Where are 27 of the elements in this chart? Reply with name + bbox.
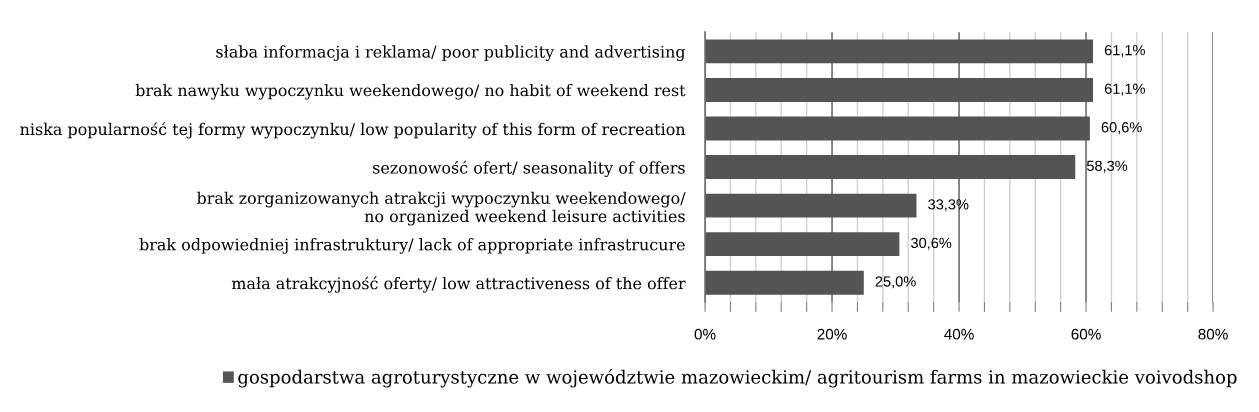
x-tick-label: 20% <box>817 328 847 340</box>
y-tick-label: mała atrakcyjność oferty/ low attractiveness of the offer <box>231 276 686 293</box>
x-tick-label: 40% <box>944 328 974 340</box>
data-label: 61,1% <box>1104 83 1145 96</box>
data-label: 58,3% <box>1086 160 1128 173</box>
bar <box>705 39 1094 64</box>
data-label: 33,3% <box>928 199 969 212</box>
y-tick-label: brak nawyku wypoczynku weekendowego/ no habit of weekend rest <box>135 83 686 100</box>
bar <box>705 270 864 295</box>
y-tick-label: brak zorganizowanych atrakcji wypoczynku weekendowego/ no organized weekend leisure activities <box>196 191 686 226</box>
y-tick-label: sezonowość ofert/ seasonality of offers <box>373 160 685 177</box>
bar <box>705 116 1090 141</box>
x-tick-label: 0% <box>694 328 716 340</box>
y-tick-label: słaba informacja i reklama/ poor publicity and advertising <box>216 45 686 62</box>
legend-label: gospodarstwa agroturystyczne w województwie mazowieckim/ agritourism farms in mazowieckie voivodshop <box>238 369 1237 388</box>
y-tick-label: niska popularność tej formy wypoczynku/ low popularity of this form of recreation <box>20 122 686 139</box>
x-tick-label: 60% <box>1071 328 1101 340</box>
data-label: 61,1% <box>1104 45 1145 58</box>
y-tick-label: brak odpowiedniej infrastruktury/ lack of appropriate infrastrucure <box>139 238 685 254</box>
data-label: 25,0% <box>875 276 916 289</box>
x-tick-label: 80% <box>1198 328 1228 340</box>
bar <box>705 155 1076 180</box>
bar <box>705 232 900 257</box>
data-label: 30,6% <box>911 237 952 250</box>
bar <box>705 78 1094 102</box>
bar <box>705 193 917 218</box>
data-label: 60,6% <box>1101 122 1142 135</box>
